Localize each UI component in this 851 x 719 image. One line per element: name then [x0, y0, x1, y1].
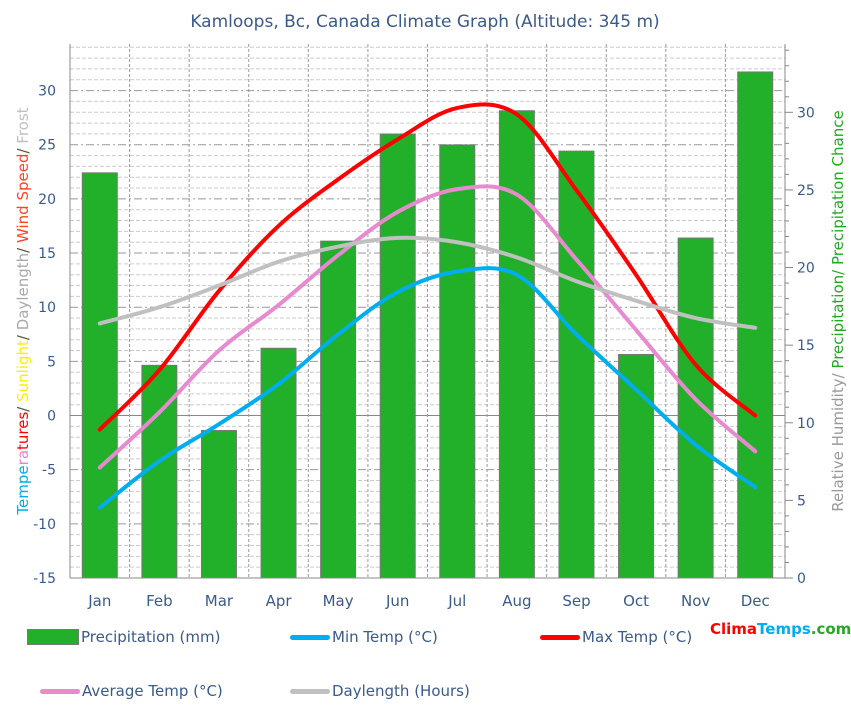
axis-label-part: / [14, 144, 32, 154]
x-tick-label: Dec [741, 592, 770, 610]
chart-title: Kamloops, Bc, Canada Climate Graph (Alti… [190, 12, 659, 32]
axis-label-part: Wind Speed [14, 154, 32, 244]
average-temp-swatch [40, 688, 80, 694]
series-line-average-temp-c- [97, 184, 758, 470]
legend-label: Max Temp (°C) [582, 628, 693, 646]
legend-daylength: Daylength (Hours) [290, 682, 470, 700]
x-tick-label: Oct [623, 592, 649, 610]
precipitation-bar-nov [677, 237, 714, 579]
right-axis-label: Relative Humidity/ Precipitation/ Precip… [829, 110, 847, 511]
axis-label-part: / [14, 330, 32, 340]
axis-label-part: ra [14, 450, 32, 465]
axis-label-part: / [14, 402, 32, 412]
climate-chart: Kamloops, Bc, Canada Climate Graph (Alti… [14, 12, 847, 610]
left-axis-label: Temperatures/ Sunlight/ Daylength/ Wind … [14, 107, 32, 515]
legend-precipitation: Precipitation (mm) [27, 628, 220, 646]
axis-label-part: Relative Humidity/ [829, 369, 847, 512]
precipitation-bar-mar [200, 430, 237, 579]
legend-label: Min Temp (°C) [332, 628, 438, 646]
left-tick-label: -5 [42, 463, 56, 479]
legend-average-temp: Average Temp (°C) [40, 682, 223, 700]
logo-part: Temps [757, 620, 811, 638]
axis-label-part: Tempe [14, 465, 32, 515]
axis-label-part: / Precipitation Chance [829, 110, 847, 275]
climatemps-logo[interactable]: ClimaTemps.com [710, 620, 851, 638]
axis-label-part: Daylength [14, 253, 32, 330]
x-tick-label: Jul [447, 592, 466, 610]
legend-label: Precipitation (mm) [81, 628, 221, 646]
x-tick-label: Apr [266, 592, 293, 610]
precipitation-swatch [27, 629, 79, 645]
right-tick-label: 0 [797, 571, 806, 587]
series-line-daylength-hours- [97, 235, 758, 330]
series-line-min-temp-c- [97, 266, 758, 510]
left-tick-label: 20 [38, 192, 56, 208]
axis-label-part: / [14, 243, 32, 253]
x-tick-label: Mar [205, 592, 234, 610]
precipitation-bar-sep [558, 150, 595, 579]
precipitation-bar-jun [379, 133, 416, 579]
left-tick-label: 5 [47, 354, 56, 370]
right-tick-label: 10 [797, 416, 815, 432]
axis-label-part: Sunlight [14, 340, 32, 402]
x-tick-label: Jan [87, 592, 111, 610]
axis-label-part: Frost [14, 107, 32, 143]
left-tick-label: -15 [33, 571, 56, 587]
x-tick-label: Nov [681, 592, 710, 610]
x-tick-label: May [323, 592, 354, 610]
right-tick-label: 5 [797, 493, 806, 509]
precipitation-bar-jul [439, 144, 476, 579]
logo-part: .com [810, 620, 851, 638]
precipitation-bar-may [320, 240, 357, 579]
x-tick-label: Jun [385, 592, 409, 610]
series-line-max-temp-c- [97, 102, 758, 432]
left-tick-label: 10 [38, 300, 56, 316]
legend-label: Average Temp (°C) [82, 682, 223, 700]
axis-label-part: Precipitation [829, 275, 847, 369]
precipitation-bar-jan [81, 172, 118, 579]
legend-min-temp: Min Temp (°C) [290, 628, 438, 646]
legend-max-temp: Max Temp (°C) [540, 628, 692, 646]
left-tick-label: 0 [47, 409, 56, 425]
right-tick-label: 25 [797, 183, 815, 199]
x-tick-label: Aug [502, 592, 531, 610]
logo-part: Clima [710, 620, 758, 638]
min-temp-swatch [290, 634, 330, 640]
left-tick-label: -10 [33, 517, 56, 533]
x-tick-label: Feb [146, 592, 173, 610]
left-tick-label: 30 [38, 84, 56, 100]
max-temp-swatch [540, 634, 580, 640]
x-tick-label: Sep [562, 592, 590, 610]
right-tick-label: 15 [797, 338, 815, 354]
right-tick-label: 30 [797, 105, 815, 121]
left-tick-label: 15 [38, 246, 56, 262]
legend-label: Daylength (Hours) [332, 682, 470, 700]
left-tick-label: 25 [38, 138, 56, 154]
axis-label-part: tures [14, 412, 32, 450]
precipitation-bar-aug [498, 110, 535, 579]
daylength-swatch [290, 688, 330, 694]
right-tick-label: 20 [797, 261, 815, 277]
